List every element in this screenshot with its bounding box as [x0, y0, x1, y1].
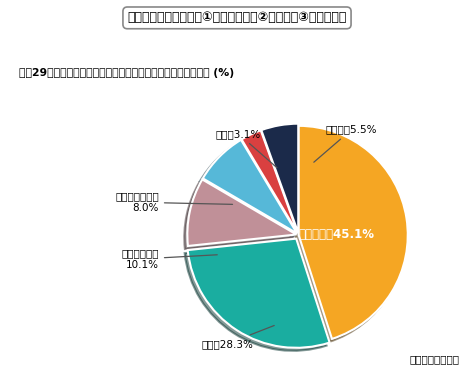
Text: 平成29年末　在留資格「技能実習」総在留外国人国籍別構成比 (%): 平成29年末 在留資格「技能実習」総在留外国人国籍別構成比 (%) — [19, 68, 234, 78]
Wedge shape — [203, 140, 297, 233]
Text: フィリピン、
10.1%: フィリピン、 10.1% — [121, 248, 217, 270]
Text: インドネシア、
8.0%: インドネシア、 8.0% — [115, 191, 233, 213]
Text: 中国、28.3%: 中国、28.3% — [202, 326, 274, 349]
Wedge shape — [188, 239, 329, 348]
Wedge shape — [299, 126, 408, 339]
Wedge shape — [261, 124, 298, 233]
Wedge shape — [242, 130, 298, 233]
Text: 受入人数の多い国は、①ベトナム　　②中国　　③フィリピン: 受入人数の多い国は、①ベトナム ②中国 ③フィリピン — [128, 11, 346, 24]
Text: タイ、3.1%: タイ、3.1% — [216, 129, 277, 168]
Text: （法務省データ）: （法務省データ） — [410, 354, 460, 364]
Text: その他、5.5%: その他、5.5% — [314, 125, 377, 162]
Wedge shape — [187, 179, 296, 246]
Text: ベトナム、45.1%: ベトナム、45.1% — [299, 229, 375, 241]
